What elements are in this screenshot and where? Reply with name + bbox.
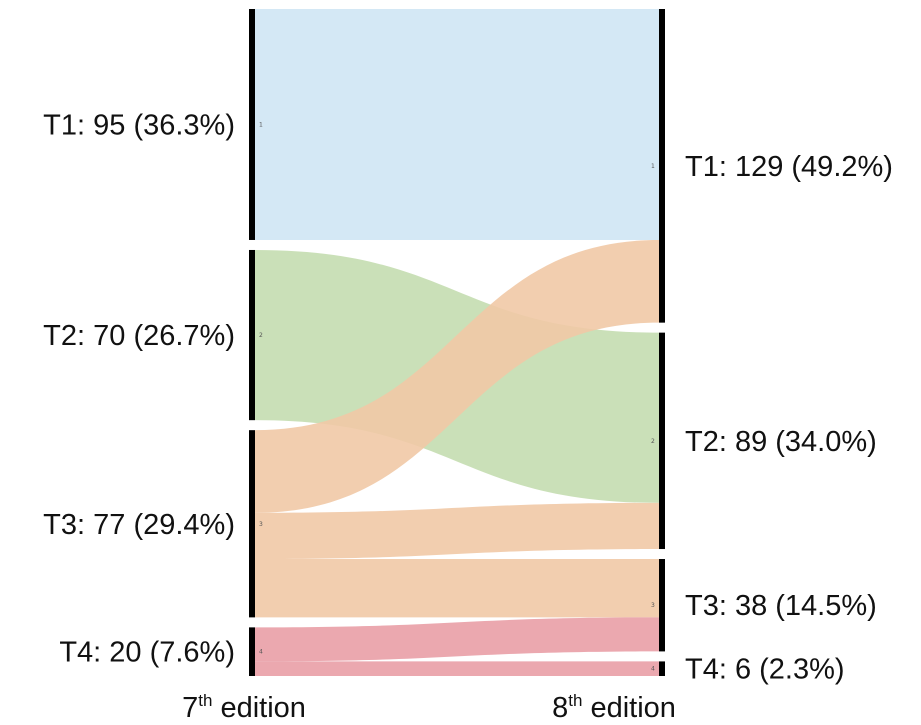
source-node-marker-t1: 1 xyxy=(259,121,263,128)
target-node-label-t2: T2: 89 (34.0%) xyxy=(685,426,877,458)
flow-t3-to-t1 xyxy=(255,239,659,513)
target-node-label-t1: T1: 129 (49.2%) xyxy=(685,151,893,183)
node-bars-layer xyxy=(249,9,665,676)
target-node-bar-t3 xyxy=(659,559,665,652)
target-axis-title-rest: edition xyxy=(582,692,676,724)
flow-t3-to-t2 xyxy=(255,502,659,560)
source-node-bar-t2 xyxy=(249,249,255,421)
source-axis-title-rest: edition xyxy=(212,692,306,724)
source-node-label-t4: T4: 20 (7.6%) xyxy=(59,637,235,669)
source-node-bar-t4 xyxy=(249,627,255,676)
flow-t4-to-t4 xyxy=(255,661,659,676)
flow-t4-to-t3 xyxy=(255,617,659,662)
node-labels-layer: 1 T1: 95 (36.3%) 2 T2: 70 (26.7%) 3 T3: 77 (2… xyxy=(43,109,893,685)
source-node-label-t2: T2: 70 (26.7%) xyxy=(43,320,235,352)
flow-t1-to-t1 xyxy=(255,9,659,240)
target-axis-title-main: 8 xyxy=(552,692,568,724)
source-node-bar-t1 xyxy=(249,9,255,240)
source-axis-title-sup: th xyxy=(198,691,212,710)
flows-layer xyxy=(255,9,659,676)
target-node-bar-t4 xyxy=(659,661,665,676)
source-node-marker-t2: 2 xyxy=(259,332,263,339)
target-node-marker-t3: 3 xyxy=(651,602,655,609)
target-axis-title: 8th edition xyxy=(552,691,676,724)
target-node-marker-t2: 2 xyxy=(651,438,655,445)
source-node-label-t3: T3: 77 (29.4%) xyxy=(43,509,235,541)
target-node-label-t4: T4: 6 (2.3%) xyxy=(685,654,845,686)
source-axis-title-main: 7 xyxy=(182,692,198,724)
source-node-label-t1: T1: 95 (36.3%) xyxy=(43,109,235,141)
target-node-marker-t4: 4 xyxy=(651,666,655,673)
target-node-label-t3: T3: 38 (14.5%) xyxy=(685,590,877,622)
target-axis-title-sup: th xyxy=(568,691,582,710)
target-node-bar-t1 xyxy=(659,9,665,323)
flow-t3-to-t3 xyxy=(255,559,659,618)
source-node-bar-t3 xyxy=(249,430,255,618)
target-node-marker-t1: 1 xyxy=(651,163,655,170)
target-node-bar-t2 xyxy=(659,332,665,550)
source-node-marker-t4: 4 xyxy=(259,649,263,656)
source-node-marker-t3: 3 xyxy=(259,521,263,528)
source-axis-title: 7th edition xyxy=(182,691,306,724)
